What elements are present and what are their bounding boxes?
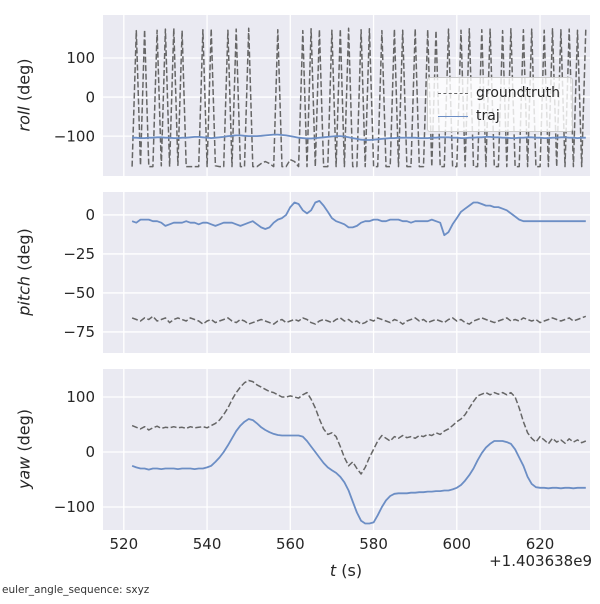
yaw-groundtruth-line: [131, 379, 587, 475]
time-axis-label-var: t: [329, 561, 337, 580]
x-tick-label: 620: [526, 535, 555, 553]
groundtruth-line-sample: [438, 92, 468, 94]
footer-note: euler_angle_sequence: sxyz: [2, 584, 150, 596]
yaw-traj-line: [131, 418, 586, 525]
roll-y-tick-label: 0: [85, 88, 95, 106]
yaw-y-tick-label: −100: [54, 498, 95, 516]
traj-line-sample: [438, 115, 468, 117]
pitch-traj-line: [131, 199, 586, 237]
roll-y-tick-label: 100: [66, 49, 95, 67]
yaw-y-tick-label: 0: [85, 443, 95, 461]
yaw-axis-label-unit: (deg): [14, 408, 34, 452]
time-axis-label-unit: (s): [341, 561, 363, 580]
pitch-y-tick-label: −50: [63, 284, 95, 302]
time-axis-label: t (s): [330, 561, 362, 580]
pitch-y-tick-label: −75: [63, 323, 95, 341]
legend-row-groundtruth: groundtruth: [438, 85, 560, 101]
yaw-axis-label-var: yaw: [14, 456, 34, 490]
roll-axis-label: roll (deg): [15, 59, 34, 132]
yaw-y-tick-label: 100: [66, 388, 95, 406]
pitch-y-tick-label: 0: [85, 206, 95, 224]
x-tick-label: 560: [276, 535, 305, 553]
pitch-y-tick-label: −25: [63, 245, 95, 263]
legend-label-traj: traj: [476, 108, 500, 124]
pitch-axis-label: pitch (deg): [15, 228, 34, 316]
roll-groundtruth-line: [131, 27, 587, 168]
x-axis-offset-label: +1.403638e9: [489, 552, 592, 570]
pitch-axis-label-var: pitch: [14, 275, 34, 316]
roll-traj-line: [132, 133, 586, 141]
roll-axis-label-var: roll: [14, 106, 34, 132]
x-tick-label: 540: [193, 535, 222, 553]
pitch-axes-background: [103, 192, 590, 353]
x-tick-label: 520: [109, 535, 138, 553]
x-tick-label: 580: [359, 535, 388, 553]
pitch-axis-label-unit: (deg): [14, 228, 34, 271]
legend: groundtruth traj: [427, 77, 574, 132]
yaw-axes-background: [103, 369, 590, 530]
roll-axis-label-unit: (deg): [14, 58, 34, 102]
yaw-axis-label: yaw (deg): [15, 409, 34, 489]
pitch-groundtruth-line: [131, 315, 587, 325]
roll-y-tick-label: −100: [54, 127, 95, 145]
x-tick-label: 600: [442, 535, 471, 553]
legend-row-traj: traj: [438, 108, 560, 124]
legend-label-groundtruth: groundtruth: [476, 85, 561, 101]
